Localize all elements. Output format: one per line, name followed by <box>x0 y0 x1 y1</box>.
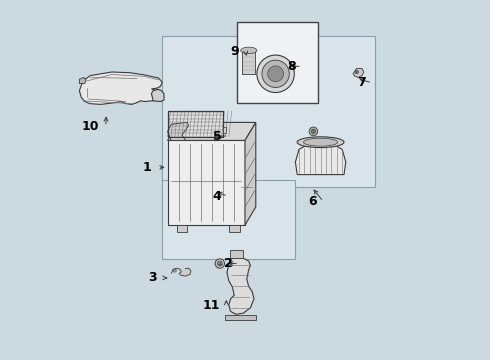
Text: 4: 4 <box>213 190 221 203</box>
Polygon shape <box>227 257 254 314</box>
Text: 7: 7 <box>357 76 366 89</box>
Polygon shape <box>171 268 191 276</box>
Polygon shape <box>176 225 187 232</box>
Text: 9: 9 <box>231 45 239 58</box>
Bar <box>168 111 223 137</box>
Polygon shape <box>295 142 346 175</box>
Circle shape <box>215 259 224 268</box>
Polygon shape <box>229 225 240 232</box>
Circle shape <box>262 60 289 87</box>
Bar <box>162 180 295 259</box>
Polygon shape <box>151 89 164 102</box>
Circle shape <box>217 261 222 266</box>
Polygon shape <box>245 122 256 225</box>
Circle shape <box>268 66 284 82</box>
Ellipse shape <box>241 47 257 54</box>
Polygon shape <box>168 122 256 140</box>
Text: 8: 8 <box>287 60 295 73</box>
Circle shape <box>173 269 176 272</box>
Bar <box>237 22 318 103</box>
Text: 11: 11 <box>202 299 220 312</box>
Ellipse shape <box>303 138 338 146</box>
Bar <box>162 36 374 187</box>
Circle shape <box>355 70 358 74</box>
Polygon shape <box>79 72 162 104</box>
Polygon shape <box>79 77 86 84</box>
Text: 1: 1 <box>143 161 151 174</box>
Circle shape <box>311 129 316 134</box>
Text: 3: 3 <box>148 271 157 284</box>
Bar <box>168 140 245 225</box>
Text: 5: 5 <box>213 130 221 143</box>
Bar <box>243 50 255 74</box>
Circle shape <box>257 55 294 93</box>
Text: 10: 10 <box>82 120 99 133</box>
Polygon shape <box>230 250 243 258</box>
Text: 2: 2 <box>223 257 232 270</box>
Polygon shape <box>353 68 364 77</box>
Bar <box>168 111 223 137</box>
Circle shape <box>309 127 318 136</box>
Polygon shape <box>168 122 189 140</box>
Polygon shape <box>225 315 256 320</box>
Text: 6: 6 <box>308 195 317 208</box>
Polygon shape <box>223 127 226 133</box>
Ellipse shape <box>297 137 344 148</box>
